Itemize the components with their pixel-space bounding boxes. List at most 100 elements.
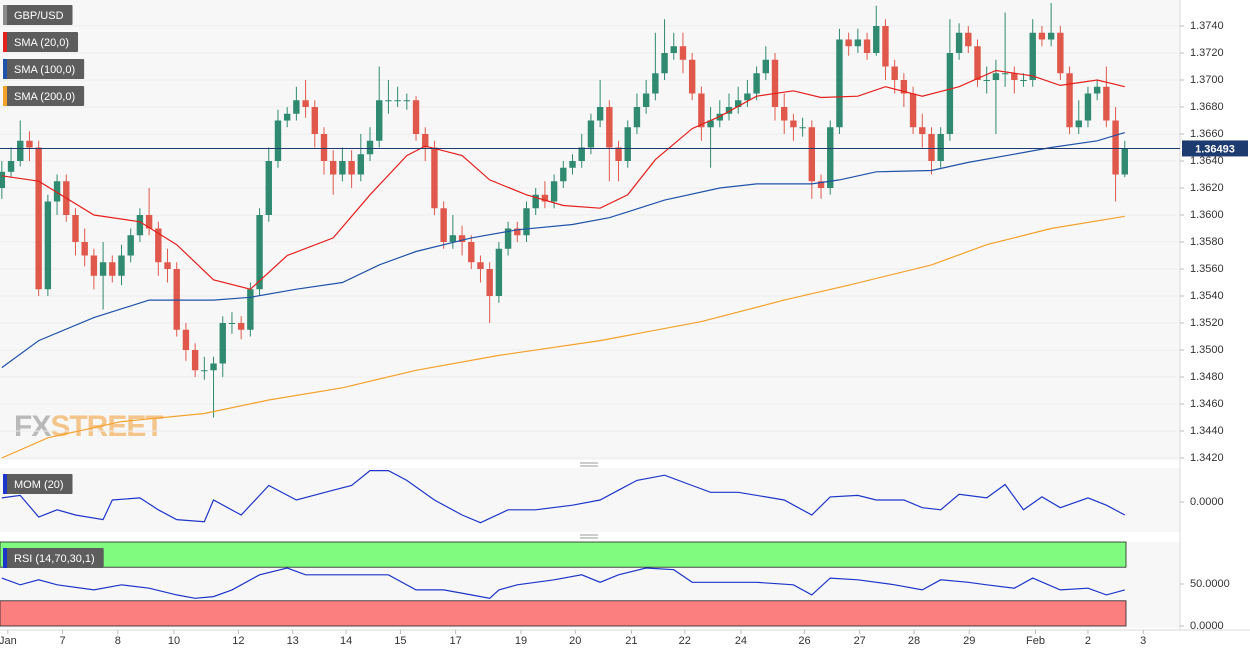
candle-body [624, 127, 631, 161]
candle-body [716, 113, 723, 121]
y-tick-label: 1.3700 [1190, 74, 1224, 86]
candle-body [1029, 32, 1036, 80]
candle-body [606, 107, 613, 148]
candle-body [532, 194, 539, 209]
candle-body [431, 147, 438, 209]
candle-body [882, 26, 889, 67]
legend-label: SMA (200,0) [14, 91, 75, 103]
candle-body [992, 73, 1000, 80]
legend-box [3, 32, 79, 52]
candle-body [560, 167, 567, 182]
candle-body [523, 208, 530, 236]
x-tick-label: 19 [515, 635, 527, 647]
mom-panel [0, 468, 1180, 532]
candle-body [366, 140, 374, 155]
candle-body [845, 39, 852, 47]
candle-body [468, 242, 475, 263]
candle-body [781, 107, 788, 121]
candle-body [725, 107, 733, 114]
candle-body [247, 289, 254, 330]
legend-item: SMA (100,0) [3, 59, 85, 79]
last-price-label: 1.36493 [1195, 143, 1235, 155]
y-tick-label: 1.3580 [1190, 236, 1224, 248]
legend-item: SMA (200,0) [3, 86, 85, 106]
candle-body [965, 32, 972, 47]
candle-body [265, 161, 272, 215]
candle-body [753, 73, 760, 94]
candle-body [504, 228, 512, 249]
legend-label: RSI (14,70,30,1) [14, 553, 95, 565]
candle-body [109, 262, 116, 276]
x-tick-label: Jan [0, 635, 17, 647]
candle-body [891, 66, 898, 80]
candle-body [670, 46, 677, 53]
watermark: FXSTREET [14, 410, 163, 443]
x-tick-label: 12 [232, 635, 244, 647]
candle-body [7, 161, 15, 172]
y-tick-label: 1.3540 [1190, 290, 1224, 302]
candle-body [339, 161, 346, 175]
legend-box [3, 86, 85, 106]
candle-body [734, 100, 742, 107]
legend-label: GBP/USD [14, 10, 64, 22]
series-line [1, 470, 1126, 524]
candle-body [615, 147, 622, 161]
panel-handle[interactable] [580, 462, 598, 539]
y-tick-label: 0.0000 [1190, 620, 1224, 632]
x-tick-label: 15 [394, 635, 406, 647]
candle-body [1093, 86, 1101, 94]
legend-swatch [3, 59, 7, 79]
candle-body [955, 32, 963, 53]
x-tick-label: 29 [963, 635, 975, 647]
candle-body [596, 107, 604, 121]
candle-body [652, 73, 659, 94]
watermark-part: STREET [50, 410, 163, 443]
legend-box [3, 5, 73, 25]
candle-body [26, 140, 33, 148]
candle-body [937, 134, 944, 161]
x-tick-label: 20 [569, 635, 581, 647]
y-tick-label: 50.0000 [1190, 578, 1230, 590]
candle-body [569, 161, 576, 168]
candle-body [53, 181, 61, 202]
candle-body [550, 181, 558, 202]
candle-body [983, 80, 990, 81]
candle-body [99, 262, 107, 276]
candle-body [164, 262, 171, 269]
candle-body [136, 215, 144, 236]
candle-body [274, 120, 282, 161]
candle-body [587, 120, 595, 148]
candle-body [633, 107, 641, 128]
candle-body [854, 39, 862, 47]
legend-swatch [3, 86, 7, 106]
legend-swatch [3, 548, 7, 568]
x-tick-label: 17 [449, 635, 461, 647]
legend-box [3, 548, 104, 568]
legend-item: RSI (14,70,30,1) [3, 548, 104, 568]
y-tick-label: 1.3520 [1190, 317, 1224, 329]
x-tick-label: 14 [340, 635, 352, 647]
candle-body [827, 127, 834, 188]
candle-body [873, 26, 880, 53]
legend-label: MOM (20) [14, 479, 64, 491]
legend-swatch [3, 474, 7, 494]
candle-body [17, 140, 24, 161]
legend-label: SMA (20,0) [14, 37, 69, 49]
y-tick-label: 0.0000 [1190, 496, 1224, 508]
candle-body [72, 215, 79, 242]
candle-body [320, 134, 328, 161]
candle-body [357, 154, 365, 175]
candle-body [127, 235, 134, 256]
candle-body [348, 161, 355, 175]
candle-body [928, 134, 935, 161]
y-tick-label: 1.3560 [1190, 263, 1224, 275]
candle-body [486, 269, 493, 296]
price-panel [0, 0, 1180, 460]
candle-body [412, 100, 420, 134]
candle-body [219, 323, 226, 364]
y-tick-label: 1.3420 [1190, 452, 1224, 464]
candle-body [385, 100, 392, 102]
y-tick-label: 1.3720 [1190, 47, 1224, 59]
x-tick-label: 3 [1140, 635, 1146, 647]
